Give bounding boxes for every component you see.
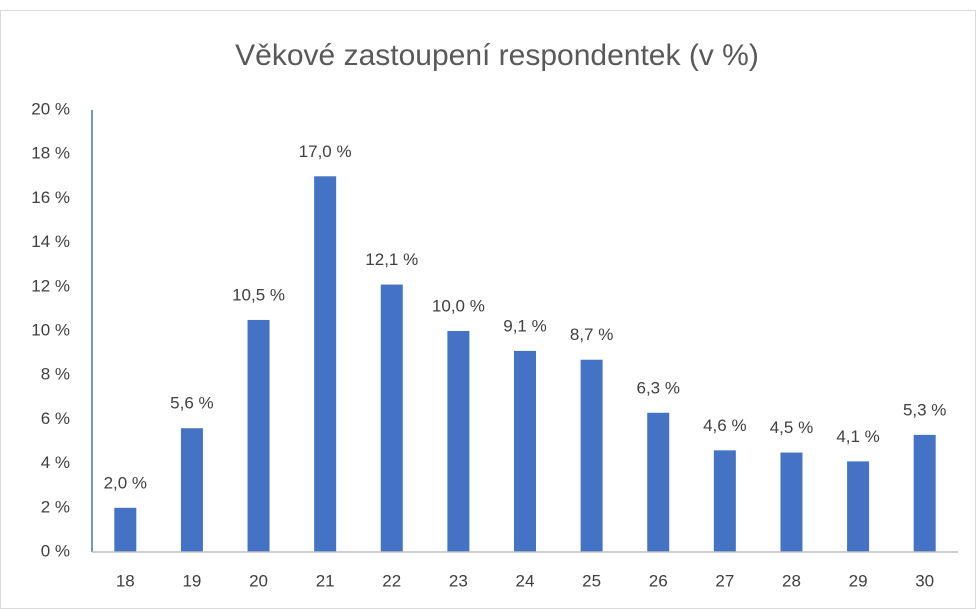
x-tick-label: 22 <box>382 571 401 590</box>
y-tick-label: 10 % <box>31 320 70 339</box>
data-label: 17,0 % <box>299 142 352 161</box>
x-tick-label: 26 <box>649 571 668 590</box>
y-tick-label: 6 % <box>41 409 70 428</box>
y-tick-label: 18 % <box>31 144 70 163</box>
data-label: 2,0 % <box>104 473 147 492</box>
y-tick-label: 16 % <box>31 188 70 207</box>
chart-title: Věkové zastoupení respondentek (v %) <box>235 39 759 72</box>
bar <box>647 412 670 552</box>
data-label: 5,6 % <box>170 394 213 413</box>
bar <box>713 450 736 552</box>
bar <box>180 428 203 552</box>
bar <box>847 461 870 552</box>
data-label: 4,1 % <box>836 427 879 446</box>
x-tick-label: 23 <box>449 571 468 590</box>
y-tick-label: 20 % <box>31 99 70 118</box>
data-label: 6,3 % <box>636 378 679 397</box>
data-label: 4,6 % <box>703 416 746 435</box>
bar <box>580 359 603 552</box>
bar <box>780 452 803 552</box>
y-tick-label: 0 % <box>41 541 70 560</box>
y-tick-label: 12 % <box>31 276 70 295</box>
data-label: 4,5 % <box>770 418 813 437</box>
data-label: 12,1 % <box>365 250 418 269</box>
bar <box>380 284 403 552</box>
x-tick-label: 19 <box>182 571 201 590</box>
data-label: 10,0 % <box>432 296 485 315</box>
bar <box>114 507 137 552</box>
x-tick-label: 20 <box>249 571 268 590</box>
x-tick-label: 18 <box>116 571 135 590</box>
y-tick-label: 14 % <box>31 232 70 251</box>
x-tick-label: 24 <box>516 571 535 590</box>
y-tick-label: 2 % <box>41 497 70 516</box>
y-tick-label: 8 % <box>41 365 70 384</box>
data-label: 10,5 % <box>232 285 285 304</box>
x-tick-label: 28 <box>782 571 801 590</box>
x-tick-label: 21 <box>316 571 335 590</box>
chart-border <box>0 10 976 609</box>
x-tick-label: 30 <box>915 571 934 590</box>
x-tick-label: 25 <box>582 571 601 590</box>
x-tick-label: 27 <box>715 571 734 590</box>
bar <box>913 434 936 552</box>
bar <box>247 319 270 552</box>
data-label: 9,1 % <box>503 316 546 335</box>
bar <box>314 176 337 553</box>
y-tick-label: 4 % <box>41 453 70 472</box>
data-label: 5,3 % <box>903 400 946 419</box>
bar <box>514 350 536 552</box>
data-label: 8,7 % <box>570 325 613 344</box>
x-tick-label: 29 <box>849 571 868 590</box>
bar <box>447 331 470 552</box>
